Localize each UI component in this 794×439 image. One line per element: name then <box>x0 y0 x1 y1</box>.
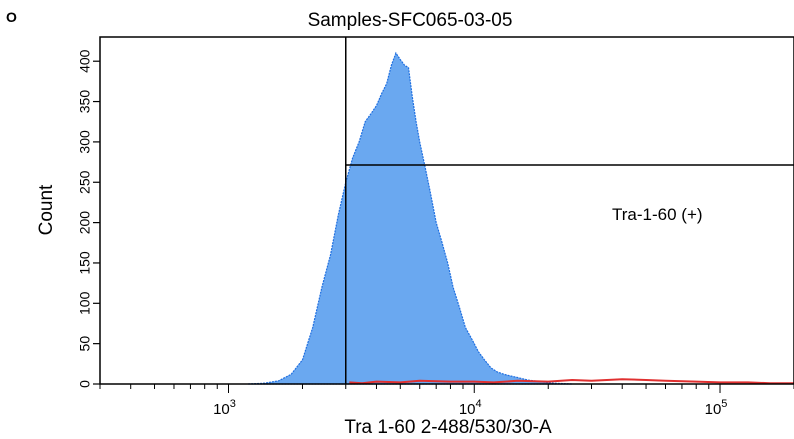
histogram-series-negative <box>247 51 573 385</box>
y-tick-label: 300 <box>77 130 93 154</box>
histogram-layer <box>247 51 794 385</box>
y-tick-label: 0 <box>77 380 93 388</box>
corner-marker: O <box>6 9 17 25</box>
gate-label: Tra-1-60 (+) <box>612 205 703 224</box>
chart-title: Samples-SFC065-03-05 <box>308 10 513 31</box>
y-tick-label: 50 <box>77 336 93 352</box>
histogram-series-positive <box>349 378 794 385</box>
y-tick-label: 250 <box>77 170 93 194</box>
y-tick-label: 150 <box>77 251 93 275</box>
x-axis-label: Tra 1-60 2-488/530/30-A <box>344 417 552 438</box>
y-tick-label: 200 <box>77 211 93 235</box>
y-axis-ticks: 0 50 100 150 200 250 300 350 400 <box>77 49 100 388</box>
y-tick-label: 400 <box>77 49 93 73</box>
plot-frame <box>99 36 794 385</box>
y-tick-label: 100 <box>77 291 93 315</box>
y-axis-label: Count <box>36 184 57 235</box>
y-tick-label: 350 <box>77 90 93 114</box>
